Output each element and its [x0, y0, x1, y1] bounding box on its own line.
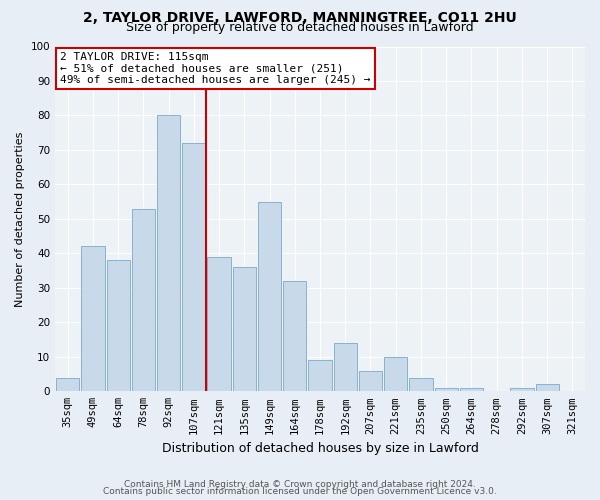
Bar	[536, 384, 559, 392]
Text: 2 TAYLOR DRIVE: 115sqm
← 51% of detached houses are smaller (251)
49% of semi-de: 2 TAYLOR DRIVE: 115sqm ← 51% of detached…	[61, 52, 371, 85]
Bar	[56, 378, 79, 392]
X-axis label: Distribution of detached houses by size in Lawford: Distribution of detached houses by size …	[161, 442, 478, 455]
Bar	[107, 260, 130, 392]
Bar	[434, 388, 458, 392]
Text: Contains public sector information licensed under the Open Government Licence v3: Contains public sector information licen…	[103, 487, 497, 496]
Bar	[157, 116, 180, 392]
Bar	[511, 388, 533, 392]
Bar	[384, 357, 407, 392]
Bar	[81, 246, 104, 392]
Bar	[409, 378, 433, 392]
Bar	[208, 257, 230, 392]
Bar	[258, 202, 281, 392]
Text: Contains HM Land Registry data © Crown copyright and database right 2024.: Contains HM Land Registry data © Crown c…	[124, 480, 476, 489]
Bar	[359, 370, 382, 392]
Bar	[132, 208, 155, 392]
Bar	[460, 388, 483, 392]
Text: Size of property relative to detached houses in Lawford: Size of property relative to detached ho…	[126, 22, 474, 35]
Bar	[283, 281, 307, 392]
Y-axis label: Number of detached properties: Number of detached properties	[15, 131, 25, 306]
Bar	[233, 267, 256, 392]
Text: 2, TAYLOR DRIVE, LAWFORD, MANNINGTREE, CO11 2HU: 2, TAYLOR DRIVE, LAWFORD, MANNINGTREE, C…	[83, 11, 517, 25]
Bar	[182, 143, 205, 392]
Bar	[308, 360, 332, 392]
Bar	[334, 343, 357, 392]
